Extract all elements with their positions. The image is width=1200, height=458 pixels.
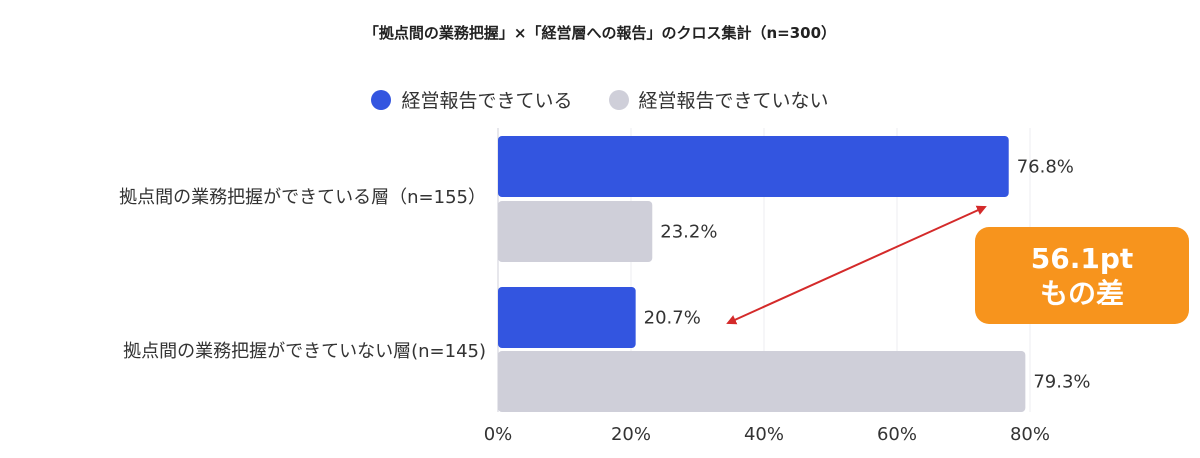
- value-label: 79.3%: [1033, 372, 1090, 393]
- legend-item-reported: 経営報告できている: [371, 86, 573, 113]
- x-tick-label: 80%: [1010, 424, 1050, 445]
- callout-value: 56.1pt: [1030, 241, 1134, 275]
- bar-reported: [498, 136, 1009, 197]
- legend-swatch-blue: [371, 89, 392, 110]
- bar-not-reported: [498, 351, 1026, 412]
- difference-arrow: [726, 205, 987, 325]
- legend-item-not-reported: 経営報告できていない: [608, 86, 829, 113]
- value-label: 76.8%: [1017, 157, 1074, 178]
- bar-reported: [498, 287, 636, 348]
- x-tick-label: 40%: [744, 424, 784, 445]
- chart-title: 「拠点間の業務把握」×「経営層への報告」のクロス集計（n=300）: [363, 24, 837, 42]
- bar-not-reported: [498, 201, 653, 262]
- category-label: 拠点間の業務把握ができている層（n=155）: [119, 187, 486, 208]
- callout-text: もの差: [1039, 276, 1124, 310]
- legend-label-not-reported: 経営報告できていない: [638, 90, 829, 112]
- legend: 経営報告できている 経営報告できていない: [0, 86, 1200, 113]
- x-tick-label: 0%: [484, 424, 513, 445]
- x-tick-label: 60%: [877, 424, 917, 445]
- legend-swatch-gray: [608, 89, 629, 110]
- legend-label-reported: 経営報告できている: [401, 90, 573, 112]
- value-label: 20.7%: [644, 308, 701, 329]
- category-label: 拠点間の業務把握ができていない層(n=145): [123, 341, 486, 362]
- value-label: 23.2%: [660, 222, 717, 243]
- difference-callout: 56.1pt もの差: [975, 227, 1189, 324]
- x-tick-label: 20%: [611, 424, 651, 445]
